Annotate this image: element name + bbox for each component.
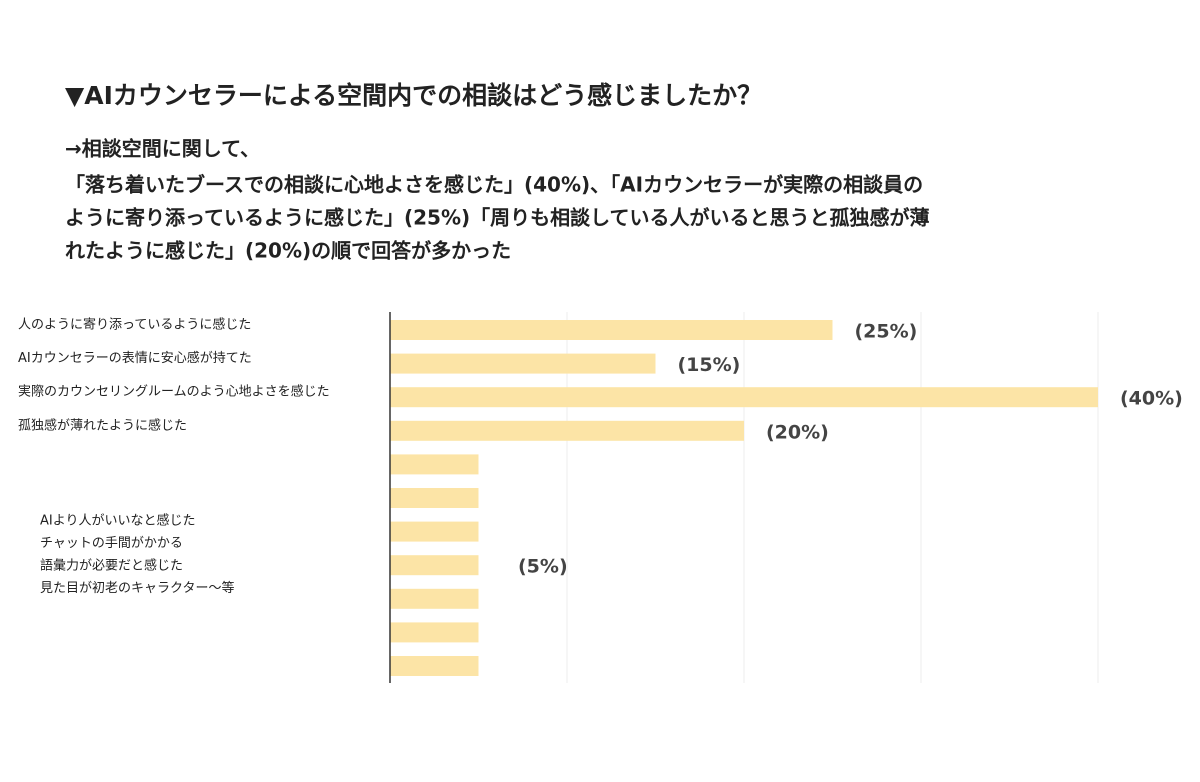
annotation-line: 見た目が初老のキャラクター〜等 [40,580,234,596]
bar [390,521,479,542]
category-label: 孤独感が薄れたように感じた [18,417,187,433]
summary-line: れたように感じた」(20%)の順で回答が多かった [65,239,511,263]
value-label: (20%) [766,421,829,443]
bar [390,555,479,576]
bar [390,420,744,441]
category-label: AIカウンセラーの表情に安心感が持てた [18,350,252,366]
bar [390,320,833,340]
value-label: (15%) [678,354,741,376]
annotation-value-label: (5%) [518,556,568,578]
bar [390,353,656,374]
summary-line: ように寄り添っているように感じた」(25%)「周りも相談している人がいると思うと… [65,206,930,230]
annotation-line: AIより人がいいなと感じた [40,513,195,529]
bar [390,454,479,475]
value-label: (25%) [855,321,918,343]
summary-line: 「落ち着いたブースでの相談に心地よさを感じた」(40%)、「AIカウンセラーが実… [65,173,923,197]
slide-title: ▼AIカウンセラーによる空間内での相談はどう感じましたか？ [65,81,762,110]
value-label: (40%) [1120,388,1183,410]
bar [390,656,479,676]
summary-line: →相談空間に関して、 [65,137,260,161]
bar [390,622,479,643]
annotation-line: チャットの手間がかかる [40,536,183,551]
bar [390,588,479,609]
category-label: 人のように寄り添っているように感じた [18,317,251,333]
category-label: 実際のカウンセリングルームのよう心地よさを感じた [18,384,330,400]
annotation-line: 語彙力が必要だと感じた [40,558,183,574]
bar [390,387,1098,408]
bar [390,488,479,508]
